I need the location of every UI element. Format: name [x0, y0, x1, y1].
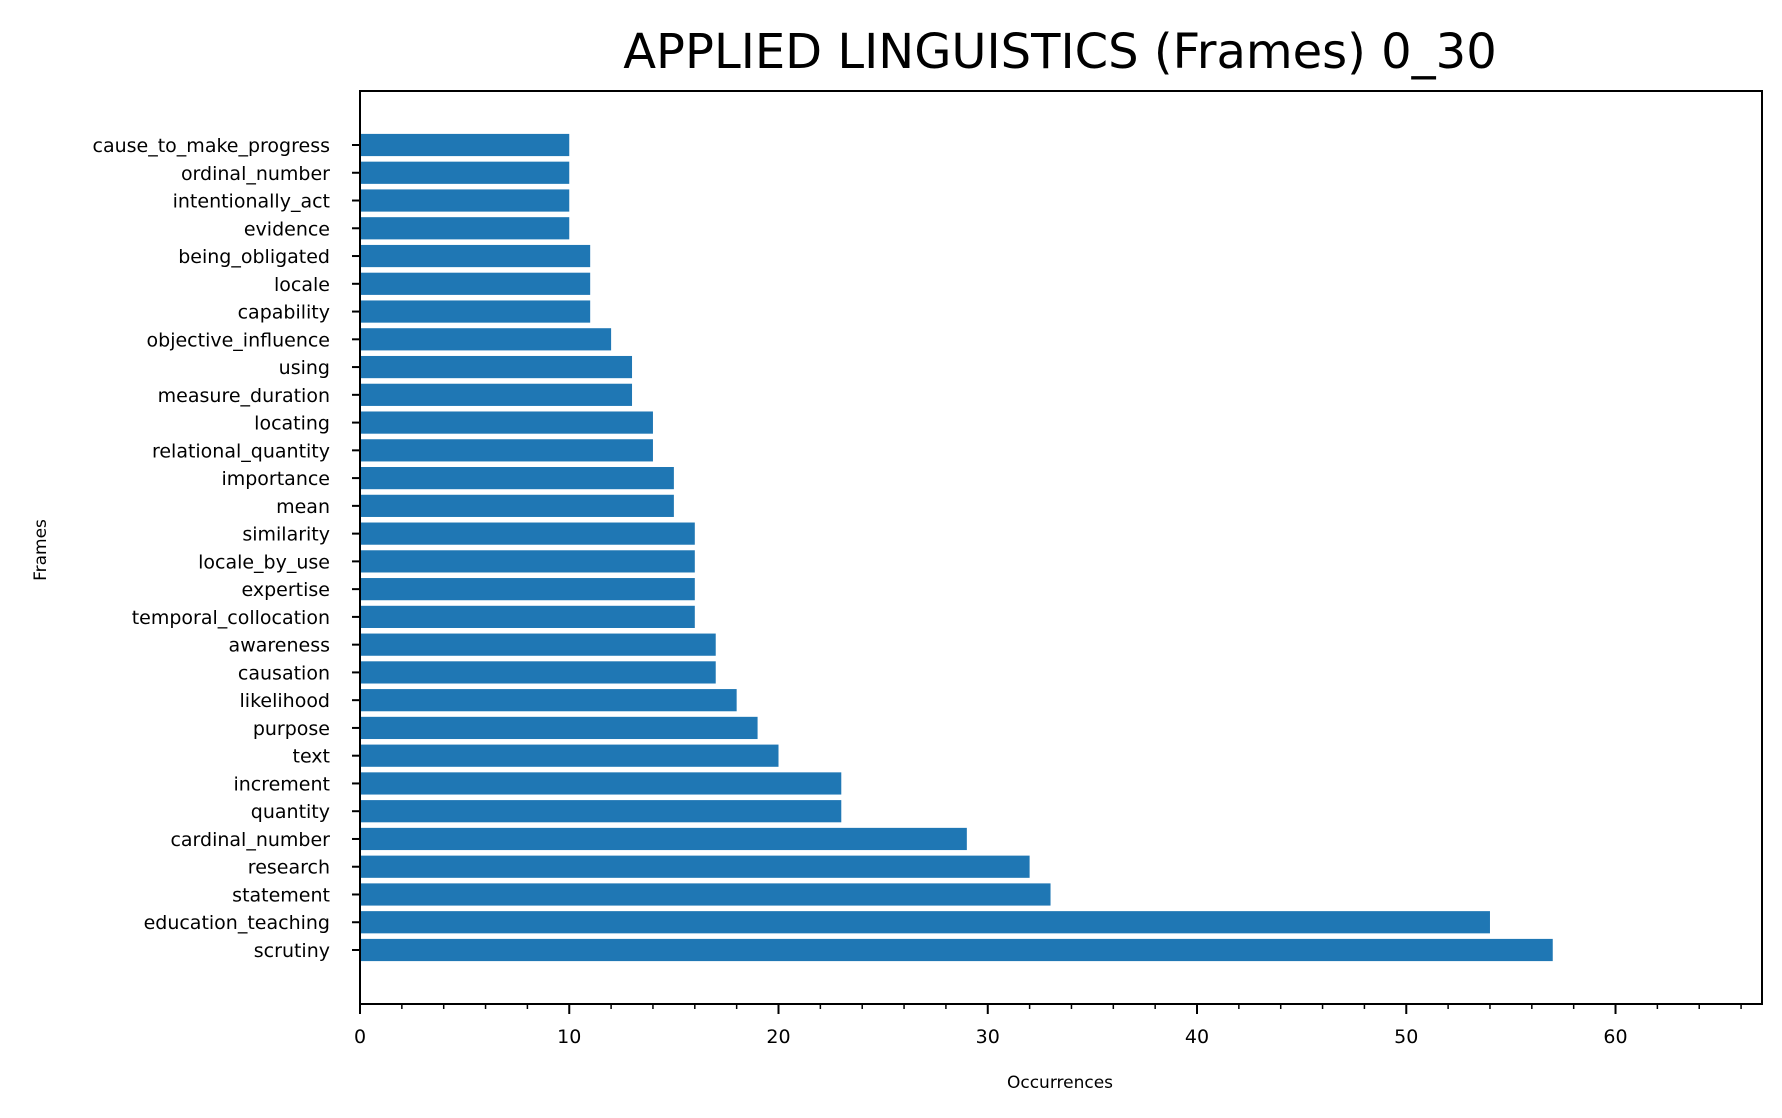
- y-tick-label-expertise: expertise: [242, 579, 330, 601]
- x-tick-label-0: 0: [354, 1026, 366, 1048]
- y-tick-label-text: text: [293, 746, 331, 768]
- y-tick-label-locale: locale: [274, 274, 330, 296]
- chart-title: APPLIED LINGUISTICS (Frames) 0_30: [623, 24, 1497, 80]
- x-tick-label-60: 60: [1603, 1026, 1627, 1048]
- y-tick-label-awareness: awareness: [229, 635, 330, 657]
- y-tick-label-similarity: similarity: [242, 524, 330, 546]
- x-tick-label-50: 50: [1394, 1026, 1418, 1048]
- bar-evidence: [360, 217, 570, 240]
- y-tick-label-objective-influence: objective_influence: [147, 329, 330, 351]
- y-tick-label-causation: causation: [238, 662, 330, 684]
- y-tick-label-scrutiny: scrutiny: [254, 940, 330, 962]
- bars-group: [360, 133, 1553, 962]
- bar-capability: [360, 300, 591, 323]
- plot-area-frame: [359, 90, 1763, 1005]
- y-tick-label-ordinal-number: ordinal_number: [181, 163, 330, 185]
- bar-research: [360, 855, 1030, 878]
- y-tick-label-purpose: purpose: [253, 718, 330, 740]
- y-tick-label-quantity: quantity: [251, 801, 330, 823]
- y-tick-label-education-teaching: education_teaching: [144, 912, 330, 934]
- bar-cause-to-make-progress: [360, 133, 570, 157]
- bar-using: [360, 355, 633, 379]
- bar-objective-influence: [360, 328, 612, 351]
- bar-statement: [360, 883, 1051, 906]
- bar-being-obligated: [360, 244, 591, 268]
- bar-expertise: [360, 578, 695, 601]
- y-tick-label-importance: importance: [221, 468, 330, 490]
- bar-scrutiny: [360, 938, 1553, 962]
- x-tick-label-20: 20: [766, 1026, 790, 1048]
- bar-relational-quantity: [360, 439, 653, 462]
- x-ticks-group: 0 10 20 30 40 50 60: [354, 1004, 1742, 1048]
- bar-quantity: [360, 800, 842, 823]
- bar-increment: [360, 772, 842, 795]
- y-tick-label-relational-quantity: relational_quantity: [152, 440, 330, 462]
- y-tick-label-intentionally-act: intentionally_act: [173, 191, 330, 213]
- bar-mean: [360, 494, 674, 517]
- bar-temporal-collocation: [360, 605, 695, 628]
- y-tick-label-research: research: [248, 857, 330, 879]
- bar-locale-by-use: [360, 550, 695, 573]
- bar-intentionally-act: [360, 189, 570, 212]
- y-tick-label-temporal-collocation: temporal_collocation: [132, 607, 330, 629]
- bar-cardinal-number: [360, 827, 967, 851]
- x-axis-label: Occurrences: [1007, 1073, 1113, 1093]
- y-tick-label-statement: statement: [232, 884, 330, 906]
- bar-locale: [360, 272, 591, 295]
- bar-importance: [360, 467, 674, 490]
- x-tick-label-10: 10: [557, 1026, 581, 1048]
- bar-likelihood: [360, 689, 737, 712]
- y-tick-label-cardinal-number: cardinal_number: [170, 829, 330, 851]
- bar-locating: [360, 411, 653, 434]
- y-tick-label-mean: mean: [276, 496, 330, 518]
- y-tick-label-measure-duration: measure_duration: [158, 385, 330, 407]
- x-tick-label-40: 40: [1185, 1026, 1209, 1048]
- bar-ordinal-number: [360, 161, 570, 184]
- bar-purpose: [360, 716, 758, 740]
- bar-text: [360, 744, 779, 767]
- y-tick-label-using: using: [279, 357, 330, 379]
- y-tick-label-increment: increment: [233, 773, 330, 795]
- y-ticks-group: scrutiny education_teaching statement resea…: [93, 135, 360, 962]
- y-tick-label-likelihood: likelihood: [240, 690, 330, 712]
- bar-causation: [360, 661, 716, 684]
- y-tick-label-locating: locating: [254, 413, 330, 435]
- bar-measure-duration: [360, 383, 633, 406]
- y-tick-label-being-obligated: being_obligated: [178, 246, 330, 268]
- y-tick-label-cause-to-make-progress: cause_to_make_progress: [93, 135, 330, 157]
- bar-awareness: [360, 633, 716, 656]
- y-tick-label-locale-by-use: locale_by_use: [198, 551, 330, 573]
- y-tick-label-evidence: evidence: [244, 218, 330, 240]
- x-tick-label-30: 30: [976, 1026, 1000, 1048]
- y-tick-label-capability: capability: [238, 302, 330, 324]
- bar-education-teaching: [360, 911, 1490, 934]
- y-axis-label: Frames: [31, 519, 51, 581]
- bar-similarity: [360, 522, 695, 545]
